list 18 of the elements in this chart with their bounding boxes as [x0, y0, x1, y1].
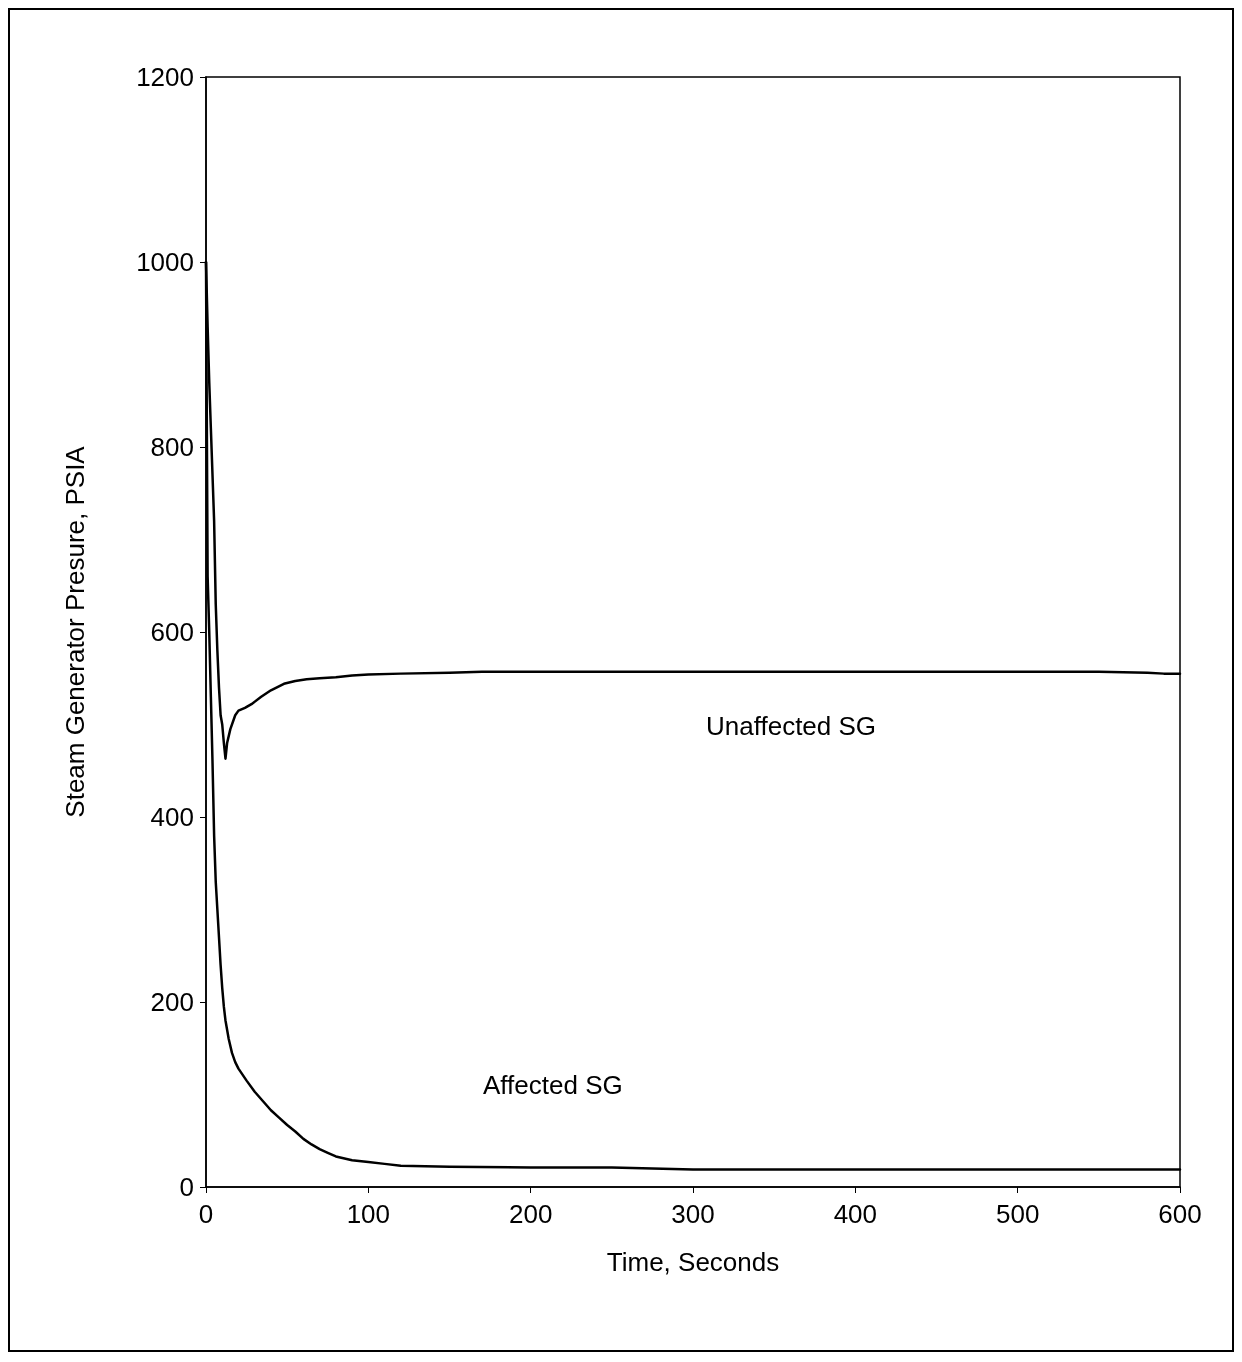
- y-tick-label: 400: [150, 802, 194, 832]
- x-tick-label: 400: [833, 1199, 878, 1229]
- y-tick-label: 200: [150, 987, 194, 1017]
- y-tick-label: 1200: [136, 62, 194, 92]
- x-tick-label: 500: [995, 1199, 1040, 1229]
- y-tick-label: 0: [179, 1172, 194, 1202]
- x-tick-label: 0: [198, 1199, 214, 1229]
- annotation: Unaffected SG: [706, 711, 877, 741]
- x-tick-label: 100: [346, 1199, 391, 1229]
- annotation: Affected SG: [483, 1070, 623, 1100]
- y-tick-label: 1000: [136, 247, 194, 277]
- x-tick-label: 200: [508, 1199, 553, 1229]
- y-tick-label: 600: [150, 617, 194, 647]
- y-tick-label: 800: [150, 432, 194, 462]
- x-tick-label: 300: [671, 1199, 715, 1229]
- y-axis-title: Steam Generator Presure, PSIA: [60, 445, 90, 818]
- x-tick-label: 600: [1158, 1199, 1202, 1229]
- x-axis-title: Time, Seconds: [606, 1247, 780, 1277]
